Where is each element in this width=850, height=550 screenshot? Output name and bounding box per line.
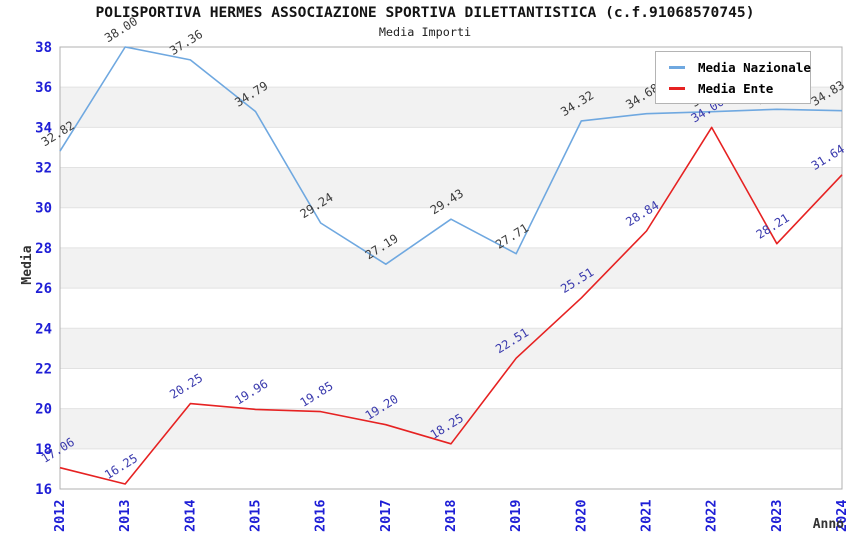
line-marker-red-icon (669, 86, 685, 90)
y-tick-label: 26 (35, 281, 52, 297)
x-tick-label: 2013 (117, 499, 133, 532)
y-axis-title: Media (20, 245, 35, 285)
y-tick-label: 24 (35, 321, 52, 337)
point-label: 20.25 (167, 371, 205, 402)
point-label: 17.06 (39, 435, 77, 466)
chart-title: POLISPORTIVA HERMES ASSOCIAZIONE SPORTIV… (95, 4, 755, 21)
grid-band (60, 328, 842, 369)
y-tick-label: 36 (35, 80, 52, 96)
x-tick-label: 2024 (834, 499, 850, 532)
grid-band (60, 167, 842, 208)
y-tick-label: 18 (35, 442, 52, 458)
plot-border (59, 46, 843, 490)
legend-label-media-nazionale: Media Nazionale (698, 59, 811, 75)
y-tick-label: 34 (35, 120, 52, 136)
line-marker-blue-icon (669, 65, 685, 69)
x-tick-label: 2014 (182, 499, 198, 532)
x-tick-label: 2022 (704, 499, 720, 532)
x-axis-title: Anno (812, 517, 844, 532)
grid-band (60, 408, 842, 449)
y-tick-label: 38 (35, 40, 52, 56)
legend-item-media-ente: Media Ente (669, 79, 806, 97)
x-tick-label: 2017 (378, 499, 394, 532)
point-label: 16.25 (102, 451, 140, 482)
x-tick-label: 2019 (508, 499, 524, 532)
x-tick-label: 2021 (639, 499, 655, 532)
grid-band (60, 247, 842, 289)
y-tick-label: 32 (35, 161, 52, 177)
series-line-media-ente (59, 126, 843, 485)
x-tick-label: 2020 (573, 499, 589, 532)
x-tick-label: 2016 (313, 499, 329, 532)
x-tick-label: 2023 (769, 499, 785, 532)
chart-subtitle: Media Importi (378, 25, 472, 39)
y-tick-label: 20 (35, 402, 52, 418)
x-tick-label: 2015 (248, 499, 264, 532)
y-tick-label: 16 (35, 482, 52, 498)
x-tick-label: 2012 (52, 499, 68, 532)
legend-label-media-ente: Media Ente (698, 80, 774, 96)
series-line-media-nazionale (59, 46, 843, 266)
legend: Media Nazionale Media Ente (655, 51, 811, 104)
y-tick-label: 22 (35, 361, 52, 377)
point-label: 19.96 (232, 377, 270, 408)
point-label: 19.85 (298, 379, 336, 410)
y-tick-label: 30 (35, 201, 52, 217)
x-tick-label: 2018 (443, 499, 459, 532)
legend-item-media-nazionale: Media Nazionale (669, 58, 811, 76)
y-tick-label: 28 (35, 241, 52, 257)
